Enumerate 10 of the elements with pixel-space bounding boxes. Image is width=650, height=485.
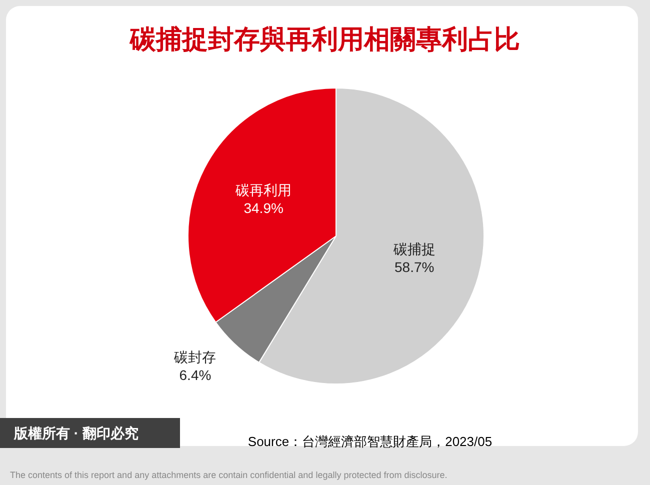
text: The contents of this report and any attachments are contain confidential and legally protected from disclosure. [10, 470, 448, 480]
source-note: Source：台灣經濟部智慧財產局，2023/05 [248, 434, 492, 449]
data-label: 6.4% [179, 367, 212, 384]
text: 版權所有 · 翻印必究 [13, 425, 138, 441]
slice-label: 碳捕捉 [392, 240, 436, 257]
chart-title: 碳捕捉封存與再利用相關專利占比 [129, 25, 520, 54]
slice-label: 碳再利用 [234, 182, 292, 198]
data-label: 58.7% [394, 258, 434, 275]
slice-label: 碳封存 [173, 349, 216, 366]
data-label: 34.9% [244, 200, 284, 216]
